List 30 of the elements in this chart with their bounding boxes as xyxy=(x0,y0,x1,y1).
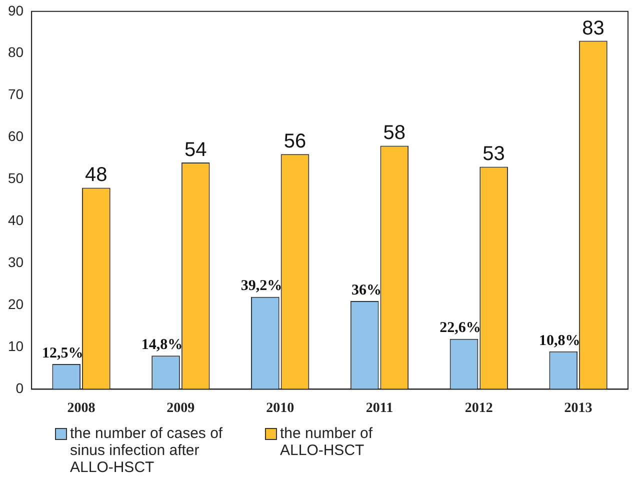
annotation: 39,2% xyxy=(240,278,282,294)
x-tick-label: 2008 xyxy=(67,401,96,416)
y-tick-label: 60 xyxy=(8,128,24,144)
annotation: 10,8% xyxy=(539,332,580,349)
y-tick-label: 10 xyxy=(8,338,24,354)
y-tick-label: 90 xyxy=(8,2,24,18)
annotation: 12,5% xyxy=(42,345,84,362)
data-label: 83 xyxy=(582,17,604,40)
y-tick-label: 40 xyxy=(8,212,24,228)
x-tick-label: 2012 xyxy=(464,401,493,416)
x-tick-label: 2011 xyxy=(366,401,394,416)
annotation: 14,8% xyxy=(141,336,183,353)
y-tick-label: 80 xyxy=(8,44,24,60)
data-label: 53 xyxy=(482,143,505,166)
data-label: 56 xyxy=(284,130,306,153)
data-label: 48 xyxy=(85,164,108,186)
data-label: 58 xyxy=(383,122,406,144)
x-tick-label: 2013 xyxy=(564,401,592,416)
x-tick-label: 2009 xyxy=(166,401,195,416)
annotation: 22,6% xyxy=(440,320,481,336)
y-tick-label: 30 xyxy=(8,254,24,270)
data-label: 54 xyxy=(184,139,207,162)
y-tick-label: 20 xyxy=(8,296,24,312)
legend-label: the number of cases of sinus infection after ALLO-HSCT xyxy=(70,425,224,476)
y-tick-label: 50 xyxy=(8,170,24,186)
legend-label: the number of ALLO-HSCT xyxy=(280,425,374,459)
y-tick-label: 0 xyxy=(16,380,24,396)
x-tick-label: 2010 xyxy=(266,401,294,416)
annotation: 36% xyxy=(351,282,382,298)
y-tick-label: 70 xyxy=(8,86,24,102)
